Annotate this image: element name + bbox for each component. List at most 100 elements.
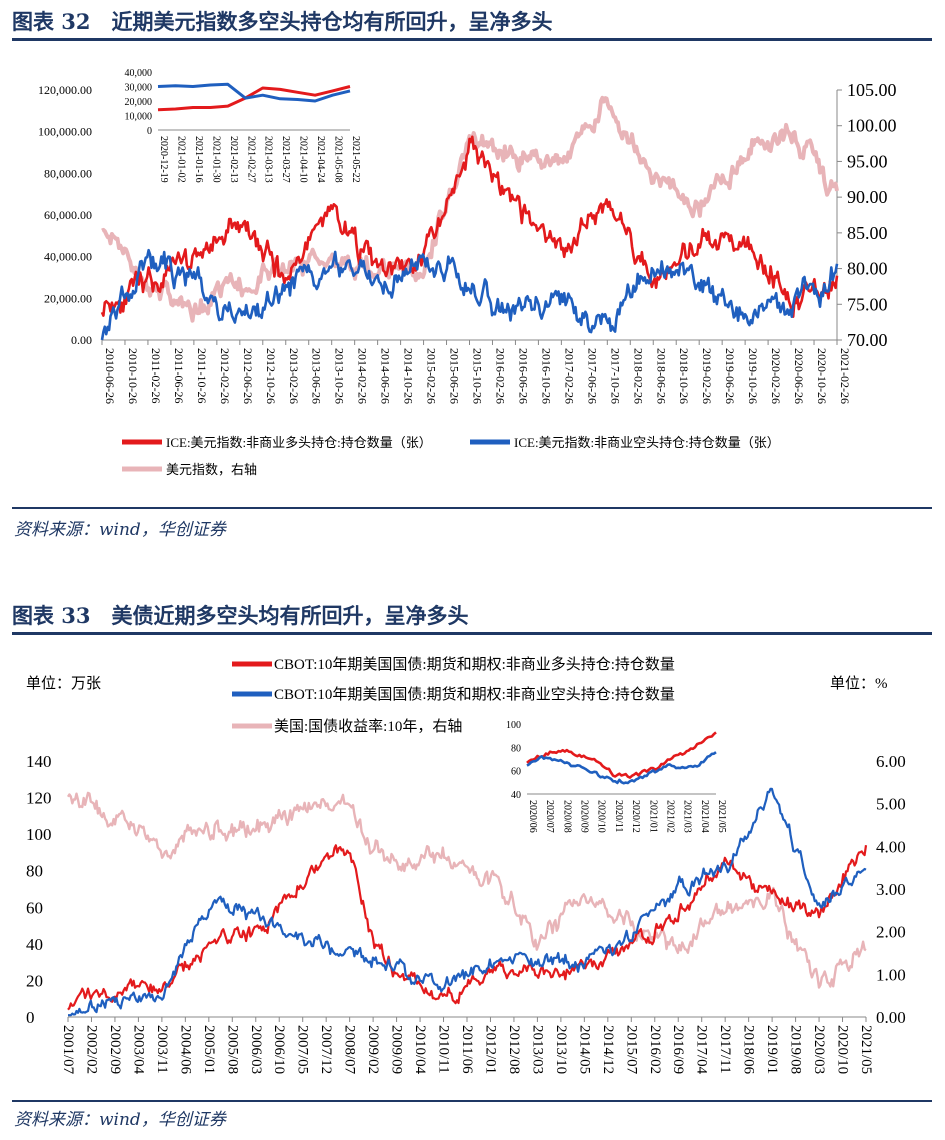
inset-y-tick-label: 80 <box>511 743 521 754</box>
inset-y-tick-label: 30,000 <box>125 83 153 94</box>
x-tick-label: 2011/06 <box>459 1025 475 1074</box>
x-tick-label: 2017-10-26 <box>608 348 622 404</box>
x-tick-label: 2017/04 <box>694 1025 710 1075</box>
inset-series-line-long <box>526 731 717 779</box>
inset-x-tick-label: 2021-05-22 <box>350 136 361 183</box>
y-left-tick-label: 140 <box>26 752 52 771</box>
legend-label: 美国:国债收益率:10年，右轴 <box>274 718 462 735</box>
x-tick-label: 2003/11 <box>154 1025 170 1074</box>
x-tick-label: 2020-02-26 <box>769 348 783 404</box>
y-right-tick-label: 0.00 <box>876 1008 906 1027</box>
y-right-tick-label: 100.00 <box>847 116 897 136</box>
y-left-tick-label: 120 <box>26 789 52 808</box>
figure-32-top-rule <box>12 38 932 41</box>
x-tick-label: 2019-02-26 <box>700 348 714 404</box>
x-tick-label: 2020-10-26 <box>815 348 829 404</box>
x-tick-label: 2014-02-26 <box>356 348 370 404</box>
y-left-tick-label: 40 <box>26 935 43 954</box>
x-tick-label: 2018-06-26 <box>654 348 668 404</box>
inset-x-tick-label: 2021/03 <box>682 800 693 833</box>
inset-x-tick-label: 2021/02 <box>664 800 675 833</box>
y-right-tick-label: 95.00 <box>847 151 888 171</box>
x-tick-label: 2006/03 <box>248 1025 264 1074</box>
inset-x-tick-label: 2020/12 <box>630 800 641 833</box>
y-left-tick-label: 80 <box>26 862 43 881</box>
x-tick-label: 2019/01 <box>764 1025 780 1074</box>
x-tick-label: 2009/02 <box>365 1025 381 1074</box>
x-tick-label: 2011-10-26 <box>195 348 209 404</box>
figure-33-bottom-rule <box>12 1100 932 1102</box>
x-tick-label: 2015-02-26 <box>425 348 439 404</box>
x-tick-label: 2004/06 <box>177 1025 193 1075</box>
x-tick-label: 2005/08 <box>224 1025 240 1074</box>
y-right-tick-label: 1.00 <box>876 965 906 984</box>
x-tick-label: 2012-02-26 <box>218 348 232 404</box>
inset-x-tick-label: 2021-01-02 <box>175 136 186 183</box>
y-left-tick-label: 80,000.00 <box>44 166 92 180</box>
y-right-tick-label: 80.00 <box>847 259 888 279</box>
x-tick-label: 2021/05 <box>858 1025 874 1074</box>
inset-x-tick-label: 2021-02-27 <box>245 136 256 183</box>
x-tick-label: 2013-06-26 <box>310 348 324 404</box>
x-tick-label: 2017-06-26 <box>585 348 599 404</box>
inset-x-tick-label: 2020/06 <box>527 800 538 833</box>
x-tick-label: 2007/05 <box>295 1025 311 1074</box>
x-tick-label: 2016-02-26 <box>493 348 507 404</box>
y-left-tick-label: 120,000.00 <box>38 83 92 97</box>
inset-x-tick-label: 2021-02-13 <box>228 136 239 183</box>
x-tick-label: 2019-06-26 <box>723 348 737 404</box>
x-tick-label: 2009/09 <box>389 1025 405 1074</box>
x-tick-label: 2015-10-26 <box>471 348 485 404</box>
inset-y-tick-label: 60 <box>511 767 521 778</box>
x-tick-label: 2018/06 <box>741 1025 757 1075</box>
x-tick-label: 2014-10-26 <box>402 348 416 404</box>
x-tick-label: 2019/08 <box>788 1025 804 1074</box>
x-tick-label: 2006/10 <box>271 1025 287 1074</box>
inset-series-line-short <box>157 82 351 103</box>
inset-y-tick-label: 40,000 <box>125 68 153 79</box>
inset-x-tick-label: 2021-03-13 <box>263 136 274 183</box>
x-tick-label: 2018-02-26 <box>631 348 645 404</box>
legend-label: ICE:美元指数:非商业空头持仓:持仓数量（张） <box>514 435 780 450</box>
y-right-tick-label: 6.00 <box>876 752 906 771</box>
figure-33-title: 图表 33 美债近期多空头均有所回升，呈净多头 <box>12 603 469 628</box>
series-line-yield <box>66 791 867 989</box>
inset-y-tick-label: 10,000 <box>125 112 153 123</box>
x-tick-label: 2016-10-26 <box>539 348 553 404</box>
x-tick-label: 2013/03 <box>529 1025 545 1074</box>
y-left-tick-label: 20,000.00 <box>44 291 92 305</box>
x-tick-label: 2017/11 <box>717 1025 733 1074</box>
y-right-tick-label: 4.00 <box>876 837 906 856</box>
figure-33-top-rule <box>12 632 932 635</box>
series-line-long <box>100 135 839 318</box>
inset-x-tick-label: 2021-05-08 <box>333 136 344 183</box>
inset-x-tick-label: 2020/10 <box>596 800 607 833</box>
x-tick-label: 2013/10 <box>553 1025 569 1074</box>
inset-x-tick-label: 2021-04-10 <box>298 136 309 183</box>
y-left-tick-label: 100,000.00 <box>38 125 92 139</box>
inset-x-tick-label: 2021-04-24 <box>315 136 326 183</box>
figure-32-chart: 0.00 20,000.00 40,000.00 60,000.00 80,000.00… <box>38 64 897 477</box>
y-right-tick-label: 3.00 <box>876 880 906 899</box>
inset-x-tick-label: 2021/01 <box>647 800 658 833</box>
legend-label: CBOT:10年期美国国债:期货和期权:非商业空头持仓:持仓数量 <box>274 686 675 703</box>
x-tick-label: 2011-02-26 <box>149 348 163 404</box>
y-right-tick-label: 90.00 <box>847 187 888 207</box>
x-tick-label: 2003/04 <box>130 1025 146 1075</box>
inset-x-tick-label: 2020-12-19 <box>158 136 169 183</box>
x-tick-label: 2016/02 <box>647 1025 663 1074</box>
y-right-tick-label: 85.00 <box>847 223 888 243</box>
figure-32-source: 资料来源：wind，华创证券 <box>14 520 226 540</box>
figure-32-title: 图表 32 近期美元指数多空头持仓均有所回升，呈净多头 <box>12 9 553 34</box>
y-left-tick-label: 0.00 <box>71 333 92 347</box>
y-left-tick-label: 0 <box>26 1008 35 1027</box>
x-tick-label: 2015/07 <box>623 1025 639 1075</box>
x-tick-label: 2014-06-26 <box>379 348 393 404</box>
figure-32-bottom-rule <box>12 507 932 509</box>
x-tick-label: 2010-10-26 <box>126 348 140 404</box>
inset-x-tick-label: 2020/11 <box>613 800 624 832</box>
x-tick-label: 2005/01 <box>201 1025 217 1074</box>
y-right-tick-label: 70.00 <box>847 330 888 350</box>
x-tick-label: 2012/01 <box>482 1025 498 1074</box>
y-left-tick-label: 20 <box>26 971 43 990</box>
